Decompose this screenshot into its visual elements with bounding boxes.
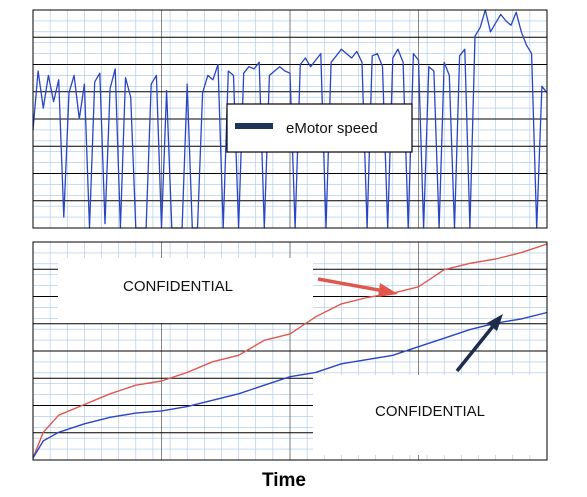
x-axis-title: Time xyxy=(262,470,306,491)
top-series xyxy=(32,9,548,229)
dark-arrow-head xyxy=(487,314,503,331)
blue-series-line xyxy=(32,311,548,459)
top-plot-border xyxy=(32,9,548,229)
confidential-mask-left xyxy=(58,258,313,323)
bottom-chart: CONFIDENTIAL CONFIDENTIAL xyxy=(32,241,548,461)
dark-arrow xyxy=(455,314,503,373)
red-arrow-head xyxy=(378,283,398,297)
red-arrow-shaft xyxy=(317,277,385,293)
legend-box: eMotor speed xyxy=(226,103,413,153)
confidential-label-right: CONFIDENTIAL xyxy=(375,403,485,420)
legend-swatch xyxy=(235,123,273,129)
top-chart: eMotor speed xyxy=(32,9,548,229)
legend-label: eMotor speed xyxy=(286,120,378,137)
red-arrow xyxy=(317,277,398,297)
dark-arrow-shaft xyxy=(455,323,496,373)
emotor-speed-line xyxy=(32,9,548,229)
red-series-line xyxy=(32,243,548,459)
bottom-plot-border xyxy=(32,241,548,461)
confidential-label-left: CONFIDENTIAL xyxy=(123,278,233,295)
bottom-series xyxy=(32,243,548,459)
confidential-mask-right xyxy=(313,375,547,455)
